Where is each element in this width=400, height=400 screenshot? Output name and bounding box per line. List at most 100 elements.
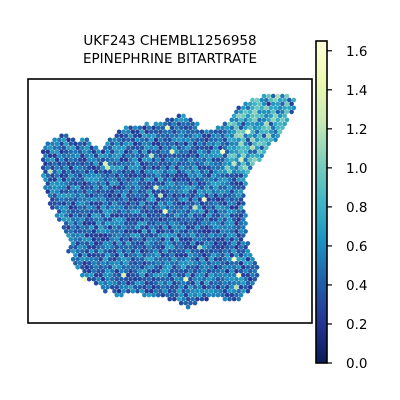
spot <box>135 137 140 143</box>
spot <box>100 173 106 178</box>
spot <box>167 121 172 127</box>
spot <box>250 280 255 286</box>
spot <box>206 245 212 250</box>
spot <box>218 272 223 278</box>
spot <box>121 249 126 254</box>
spot <box>114 245 120 250</box>
spot <box>137 189 143 194</box>
spot <box>93 280 99 286</box>
spot <box>282 105 288 111</box>
spot <box>236 296 241 302</box>
spot <box>105 205 110 210</box>
spot <box>213 201 218 206</box>
spot <box>241 280 246 286</box>
spot <box>220 261 225 266</box>
spot <box>100 205 106 210</box>
spot <box>174 268 179 274</box>
spot <box>211 149 216 154</box>
spot <box>130 137 136 143</box>
spot <box>247 141 253 147</box>
spot <box>165 292 170 298</box>
spot <box>160 197 166 202</box>
spot <box>119 268 124 274</box>
spot <box>77 141 83 147</box>
spot <box>45 189 51 194</box>
colorbar-tick-label: 0.6 <box>346 239 367 255</box>
spot <box>172 280 177 286</box>
spot <box>211 173 216 178</box>
spot <box>61 145 67 151</box>
spot <box>100 181 106 186</box>
spot <box>192 229 198 234</box>
spot <box>126 217 131 222</box>
spot <box>155 149 161 154</box>
spot <box>130 193 136 198</box>
spot <box>142 165 147 170</box>
spot <box>234 165 239 170</box>
spot <box>77 189 83 194</box>
spot <box>158 145 163 151</box>
spot <box>130 225 136 230</box>
spot <box>126 153 131 158</box>
spot <box>137 229 143 234</box>
spot <box>176 153 182 158</box>
spot <box>57 201 62 206</box>
spot <box>183 173 189 178</box>
spot <box>185 153 191 158</box>
spot <box>153 193 159 198</box>
spot <box>266 133 271 139</box>
spot <box>50 165 55 170</box>
spot <box>236 280 241 286</box>
spot <box>137 205 143 210</box>
spot <box>121 169 126 174</box>
spot <box>241 201 246 206</box>
spot <box>208 161 214 166</box>
spot <box>218 177 223 182</box>
spot <box>172 193 177 198</box>
spot <box>139 137 145 143</box>
spot <box>167 217 172 222</box>
spot <box>70 177 76 182</box>
spot <box>155 141 161 147</box>
spot <box>130 201 136 206</box>
spot <box>142 141 147 147</box>
spot <box>91 205 97 210</box>
spot <box>208 265 214 270</box>
spot <box>197 133 202 139</box>
spot <box>264 97 269 103</box>
spot <box>70 153 76 158</box>
spot <box>93 201 99 206</box>
spot <box>245 288 251 294</box>
spot <box>234 205 239 210</box>
spot <box>190 185 195 190</box>
spot <box>195 129 200 135</box>
spot <box>130 161 136 166</box>
spot <box>238 213 244 218</box>
spot <box>199 177 205 182</box>
spot <box>149 280 154 286</box>
spot <box>192 261 198 266</box>
spot <box>199 129 205 135</box>
spot <box>105 189 110 194</box>
spot <box>107 249 113 254</box>
spot <box>128 268 133 274</box>
spot <box>132 125 138 131</box>
spot <box>252 157 258 162</box>
spot <box>96 268 101 274</box>
spot <box>155 261 161 266</box>
spot <box>224 181 230 186</box>
spot <box>289 109 294 115</box>
spot <box>215 261 221 266</box>
spot <box>204 217 209 222</box>
spot <box>146 189 152 194</box>
spot <box>243 133 248 139</box>
spot <box>236 169 241 174</box>
spot <box>68 213 74 218</box>
spot <box>137 253 143 258</box>
spot <box>211 276 216 282</box>
spot <box>52 177 57 182</box>
spot <box>146 125 152 131</box>
spot <box>188 125 193 131</box>
spot <box>107 272 113 278</box>
spot <box>151 197 156 202</box>
